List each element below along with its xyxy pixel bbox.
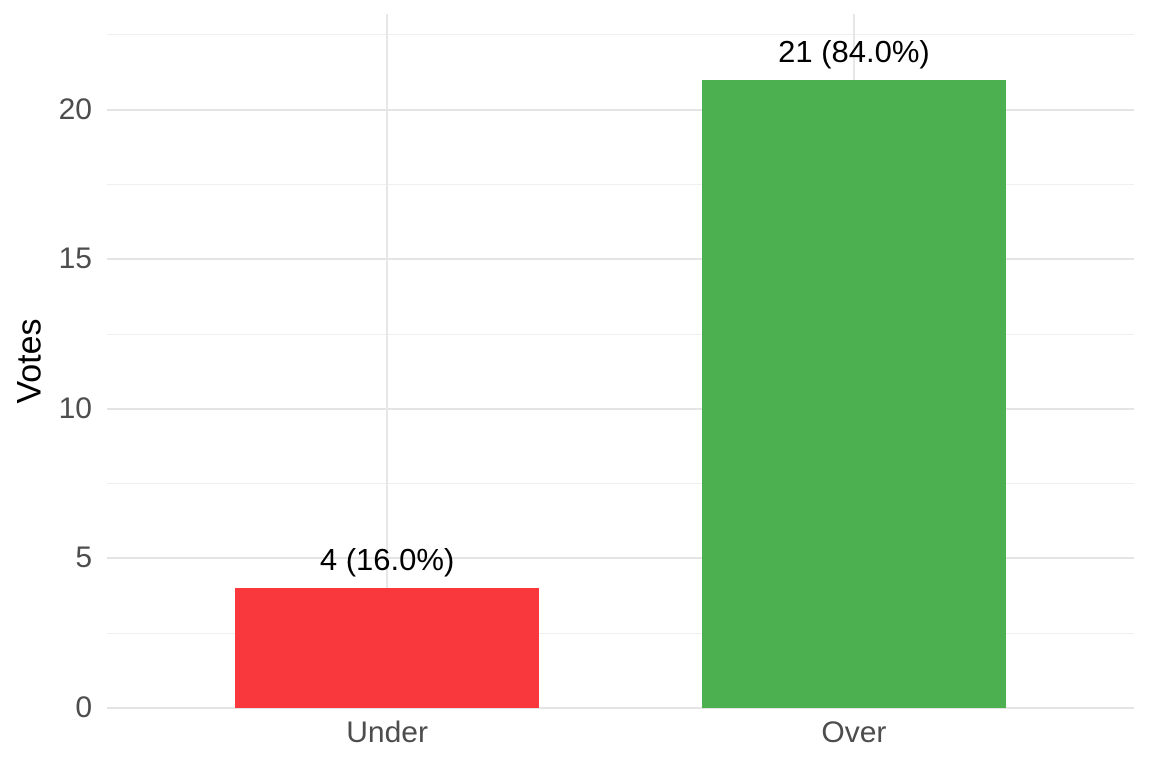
- y-tick-label: 0: [75, 691, 92, 724]
- y-gridline-major: [107, 557, 1134, 560]
- bar-value-label: 4 (16.0%): [319, 542, 455, 578]
- y-gridline-major: [107, 407, 1134, 410]
- y-tick-label: 10: [58, 391, 92, 425]
- y-gridline-major: [107, 707, 1134, 709]
- y-tick-label: 20: [58, 92, 92, 126]
- y-gridline-major: [107, 108, 1134, 111]
- y-gridline-major: [107, 258, 1134, 261]
- x-tick-label: Over: [821, 716, 887, 749]
- bar-value-label: 21 (84.0%): [778, 33, 930, 69]
- bar-under: [235, 588, 539, 708]
- y-gridline-minor: [107, 34, 1134, 36]
- y-gridline-minor: [107, 333, 1134, 335]
- y-gridline-minor: [107, 184, 1134, 185]
- x-gridline-major: [386, 14, 389, 708]
- bar-over: [702, 79, 1006, 708]
- y-gridline-minor: [107, 632, 1134, 634]
- y-gridline-minor: [107, 483, 1134, 485]
- x-tick-label: Under: [346, 716, 428, 749]
- y-tick-label: 5: [75, 541, 92, 575]
- y-tick-label: 15: [58, 242, 92, 276]
